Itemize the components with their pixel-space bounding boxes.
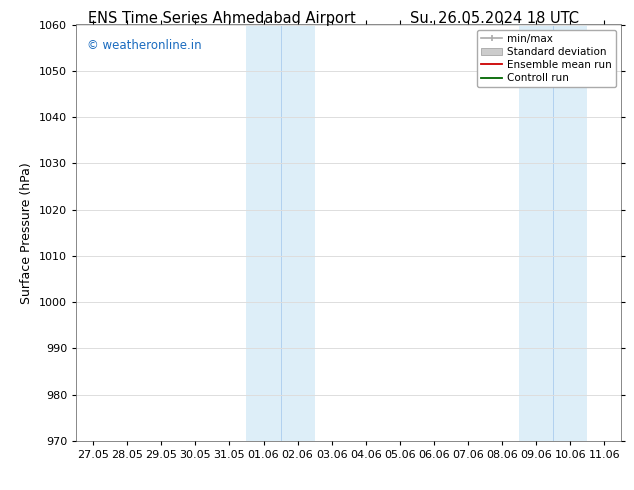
Text: Su. 26.05.2024 18 UTC: Su. 26.05.2024 18 UTC: [410, 11, 579, 26]
Bar: [519, 24, 587, 441]
Y-axis label: Surface Pressure (hPa): Surface Pressure (hPa): [20, 162, 34, 304]
Text: © weatheronline.in: © weatheronline.in: [87, 39, 202, 52]
Text: ENS Time Series Ahmedabad Airport: ENS Time Series Ahmedabad Airport: [88, 11, 356, 26]
Bar: [247, 24, 314, 441]
Legend: min/max, Standard deviation, Ensemble mean run, Controll run: min/max, Standard deviation, Ensemble me…: [477, 30, 616, 87]
